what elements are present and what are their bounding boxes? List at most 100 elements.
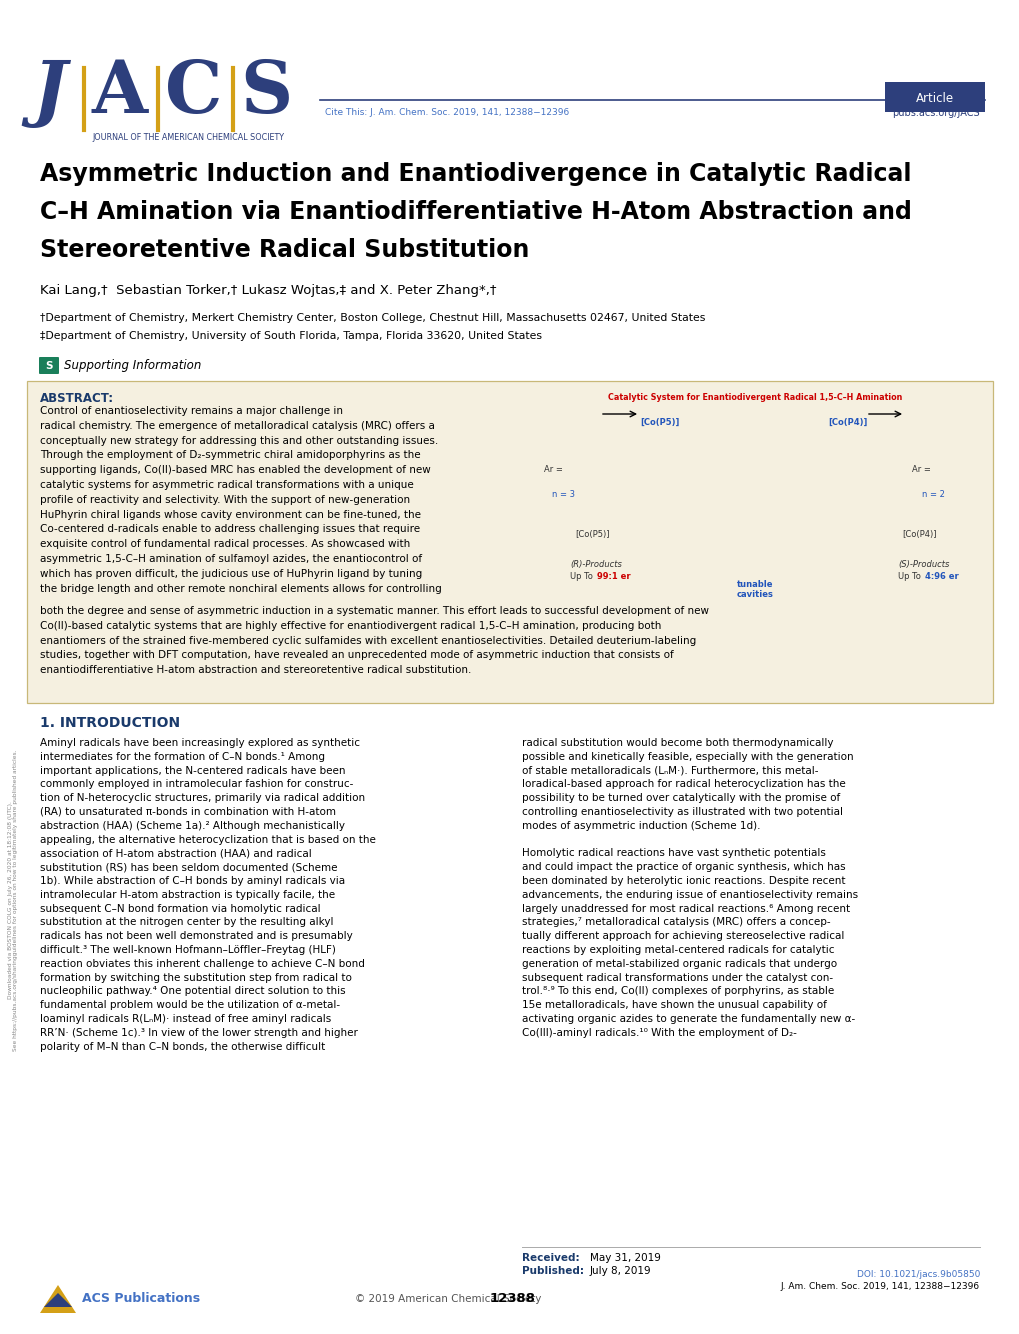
Text: C: C xyxy=(165,57,222,128)
Text: Co(II)-based catalytic systems that are highly effective for enantiodivergent ra: Co(II)-based catalytic systems that are … xyxy=(40,620,660,631)
Text: Stereoretentive Radical Substitution: Stereoretentive Radical Substitution xyxy=(40,237,529,261)
Polygon shape xyxy=(40,1285,76,1313)
Text: fundamental problem would be the utilization of α-metal-: fundamental problem would be the utiliza… xyxy=(40,1000,339,1010)
Text: ‡Department of Chemistry, University of South Florida, Tampa, Florida 33620, Uni: ‡Department of Chemistry, University of … xyxy=(40,331,541,342)
Text: (R)-Products: (R)-Products xyxy=(570,560,622,570)
Text: May 31, 2019: May 31, 2019 xyxy=(589,1253,660,1263)
Text: (S)-Products: (S)-Products xyxy=(897,560,949,570)
Text: Homolytic radical reactions have vast synthetic potentials: Homolytic radical reactions have vast sy… xyxy=(522,848,825,858)
Text: Ar =: Ar = xyxy=(911,466,930,474)
Text: supporting ligands, Co(II)-based MRC has enabled the development of new: supporting ligands, Co(II)-based MRC has… xyxy=(40,466,430,475)
Text: reaction obviates this inherent challenge to achieve C–N bond: reaction obviates this inherent challeng… xyxy=(40,959,365,968)
Text: Received:: Received: xyxy=(522,1253,579,1263)
Text: modes of asymmetric induction (Scheme 1d).: modes of asymmetric induction (Scheme 1d… xyxy=(522,820,760,831)
Text: Supporting Information: Supporting Information xyxy=(64,359,201,372)
Text: substitution at the nitrogen center by the resulting alkyl: substitution at the nitrogen center by t… xyxy=(40,918,333,927)
FancyBboxPatch shape xyxy=(26,382,993,703)
Text: Co-centered d-radicals enable to address challenging issues that require: Co-centered d-radicals enable to address… xyxy=(40,524,420,535)
Text: nucleophilic pathway.⁴ One potential direct solution to this: nucleophilic pathway.⁴ One potential dir… xyxy=(40,986,345,996)
Text: of stable metalloradicals (LₙM·). Furthermore, this metal-: of stable metalloradicals (LₙM·). Furthe… xyxy=(522,766,817,775)
Text: appealing, the alternative heterocyclization that is based on the: appealing, the alternative heterocycliza… xyxy=(40,835,376,844)
Text: © 2019 American Chemical Society: © 2019 American Chemical Society xyxy=(355,1294,541,1305)
Text: asymmetric 1,5-C–H amination of sulfamoyl azides, the enantiocontrol of: asymmetric 1,5-C–H amination of sulfamoy… xyxy=(40,554,422,564)
Text: formation by switching the substitution step from radical to: formation by switching the substitution … xyxy=(40,972,352,983)
Text: †Department of Chemistry, Merkert Chemistry Center, Boston College, Chestnut Hil: †Department of Chemistry, Merkert Chemis… xyxy=(40,313,705,323)
Text: J. Am. Chem. Soc. 2019, 141, 12388−12396: J. Am. Chem. Soc. 2019, 141, 12388−12396 xyxy=(781,1282,979,1291)
Text: reactions by exploiting metal-centered radicals for catalytic: reactions by exploiting metal-centered r… xyxy=(522,944,834,955)
Text: intramolecular H-atom abstraction is typically facile, the: intramolecular H-atom abstraction is typ… xyxy=(40,890,335,900)
Text: polarity of M–N than C–N bonds, the otherwise difficult: polarity of M–N than C–N bonds, the othe… xyxy=(40,1042,325,1051)
Text: which has proven difficult, the judicious use of HuPhyrin ligand by tuning: which has proven difficult, the judiciou… xyxy=(40,568,422,579)
Text: 12388: 12388 xyxy=(489,1293,535,1306)
Text: n = 3: n = 3 xyxy=(551,490,575,499)
Text: Kai Lang,†  Sebastian Torker,† Lukasz Wojtas,‡ and X. Peter Zhang*,†: Kai Lang,† Sebastian Torker,† Lukasz Woj… xyxy=(40,284,496,297)
Text: Asymmetric Induction and Enantiodivergence in Catalytic Radical: Asymmetric Induction and Enantiodivergen… xyxy=(40,161,911,185)
Text: Co(III)-aminyl radicals.¹⁰ With the employment of D₂-: Co(III)-aminyl radicals.¹⁰ With the empl… xyxy=(522,1027,796,1038)
Text: difficult.³ The well-known Hofmann–Löffler–Freytag (HLF): difficult.³ The well-known Hofmann–Löffl… xyxy=(40,944,335,955)
Text: enantiodifferentiative H-atom abstraction and stereoretentive radical substituti: enantiodifferentiative H-atom abstractio… xyxy=(40,666,471,675)
Text: [Co(P4)]: [Co(P4)] xyxy=(902,530,936,539)
Text: Up To: Up To xyxy=(570,572,595,582)
Text: A: A xyxy=(92,57,148,128)
Text: ACS Publications: ACS Publications xyxy=(82,1293,200,1306)
Text: S: S xyxy=(45,362,53,371)
Text: profile of reactivity and selectivity. With the support of new-generation: profile of reactivity and selectivity. W… xyxy=(40,495,410,504)
Text: generation of metal-stabilized organic radicals that undergo: generation of metal-stabilized organic r… xyxy=(522,959,837,968)
Text: been dominated by heterolytic ionic reactions. Despite recent: been dominated by heterolytic ionic reac… xyxy=(522,876,845,886)
Text: substitution (RS) has been seldom documented (Scheme: substitution (RS) has been seldom docume… xyxy=(40,862,337,872)
Text: trol.⁸·⁹ To this end, Co(II) complexes of porphyrins, as stable: trol.⁸·⁹ To this end, Co(II) complexes o… xyxy=(522,986,834,996)
Text: J: J xyxy=(32,57,66,128)
Text: ABSTRACT:: ABSTRACT: xyxy=(40,392,114,406)
Text: tunable
cavities: tunable cavities xyxy=(736,580,772,599)
Text: radicals has not been well demonstrated and is presumably: radicals has not been well demonstrated … xyxy=(40,931,353,942)
Text: Published:: Published: xyxy=(522,1266,584,1277)
Text: intermediates for the formation of C–N bonds.¹ Among: intermediates for the formation of C–N b… xyxy=(40,752,325,762)
Text: C–H Amination via Enantiodifferentiative H-Atom Abstraction and: C–H Amination via Enantiodifferentiative… xyxy=(40,200,911,224)
Polygon shape xyxy=(44,1293,72,1307)
Text: Through the employment of D₂-symmetric chiral amidoporphyrins as the: Through the employment of D₂-symmetric c… xyxy=(40,451,420,460)
Text: catalytic systems for asymmetric radical transformations with a unique: catalytic systems for asymmetric radical… xyxy=(40,480,414,490)
Text: exquisite control of fundamental radical processes. As showcased with: exquisite control of fundamental radical… xyxy=(40,539,410,550)
Text: strategies,⁷ metalloradical catalysis (MRC) offers a concep-: strategies,⁷ metalloradical catalysis (M… xyxy=(522,918,829,927)
Text: Catalytic System for Enantiodivergent Radical 1,5-C–H Amination: Catalytic System for Enantiodivergent Ra… xyxy=(607,394,901,402)
Text: association of H-atom abstraction (HAA) and radical: association of H-atom abstraction (HAA) … xyxy=(40,848,312,858)
Text: the bridge length and other remote nonchiral elements allows for controlling: the bridge length and other remote nonch… xyxy=(40,583,441,594)
Text: radical substitution would become both thermodynamically: radical substitution would become both t… xyxy=(522,738,833,748)
Text: DOI: 10.1021/jacs.9b05850: DOI: 10.1021/jacs.9b05850 xyxy=(856,1270,979,1279)
Text: tually different approach for achieving stereoselective radical: tually different approach for achieving … xyxy=(522,931,844,942)
Text: commonly employed in intramolecular fashion for construc-: commonly employed in intramolecular fash… xyxy=(40,779,353,790)
Text: 15e metalloradicals, have shown the unusual capability of: 15e metalloradicals, have shown the unus… xyxy=(522,1000,826,1010)
Text: possibility to be turned over catalytically with the promise of: possibility to be turned over catalytica… xyxy=(522,794,840,803)
Text: Downloaded via BOSTON COLG on July 26, 2020 at 18:12:08 (UTC).
See https://pubs.: Downloaded via BOSTON COLG on July 26, 2… xyxy=(7,750,18,1051)
Text: 4:96 er: 4:96 er xyxy=(924,572,958,582)
Text: conceptually new strategy for addressing this and other outstanding issues.: conceptually new strategy for addressing… xyxy=(40,436,438,446)
FancyBboxPatch shape xyxy=(884,81,984,112)
Text: Aminyl radicals have been increasingly explored as synthetic: Aminyl radicals have been increasingly e… xyxy=(40,738,360,748)
Text: HuPhyrin chiral ligands whose cavity environment can be fine-tuned, the: HuPhyrin chiral ligands whose cavity env… xyxy=(40,510,421,520)
Text: possible and kinetically feasible, especially with the generation: possible and kinetically feasible, espec… xyxy=(522,752,853,762)
Text: [Co(P5)]: [Co(P5)] xyxy=(640,418,679,427)
Text: 1b). While abstraction of C–H bonds by aminyl radicals via: 1b). While abstraction of C–H bonds by a… xyxy=(40,876,344,886)
Text: Up To: Up To xyxy=(897,572,922,582)
Text: subsequent C–N bond formation via homolytic radical: subsequent C–N bond formation via homoly… xyxy=(40,903,320,914)
Text: 99:1 er: 99:1 er xyxy=(596,572,630,582)
Text: pubs.acs.org/JACS: pubs.acs.org/JACS xyxy=(892,108,979,117)
Text: and could impact the practice of organic synthesis, which has: and could impact the practice of organic… xyxy=(522,862,845,872)
Text: RR’N· (Scheme 1c).³ In view of the lower strength and higher: RR’N· (Scheme 1c).³ In view of the lower… xyxy=(40,1027,358,1038)
Text: loradical-based approach for radical heterocyclization has the: loradical-based approach for radical het… xyxy=(522,779,845,790)
Text: subsequent radical transformations under the catalyst con-: subsequent radical transformations under… xyxy=(522,972,833,983)
Text: Article: Article xyxy=(915,92,953,104)
FancyBboxPatch shape xyxy=(39,358,59,374)
Text: tion of N-heterocyclic structures, primarily via radical addition: tion of N-heterocyclic structures, prima… xyxy=(40,794,365,803)
Text: abstraction (HAA) (Scheme 1a).² Although mechanistically: abstraction (HAA) (Scheme 1a).² Although… xyxy=(40,820,344,831)
Text: controlling enantioselectivity as illustrated with two potential: controlling enantioselectivity as illust… xyxy=(522,807,842,816)
Text: JOURNAL OF THE AMERICAN CHEMICAL SOCIETY: JOURNAL OF THE AMERICAN CHEMICAL SOCIETY xyxy=(92,133,283,141)
Text: July 8, 2019: July 8, 2019 xyxy=(589,1266,651,1277)
Text: [Co(P5)]: [Co(P5)] xyxy=(575,530,609,539)
Text: radical chemistry. The emergence of metalloradical catalysis (MRC) offers a: radical chemistry. The emergence of meta… xyxy=(40,420,434,431)
Text: advancements, the enduring issue of enantioselectivity remains: advancements, the enduring issue of enan… xyxy=(522,890,857,900)
Text: n = 2: n = 2 xyxy=(921,490,944,499)
Text: Control of enantioselectivity remains a major challenge in: Control of enantioselectivity remains a … xyxy=(40,406,342,416)
Text: both the degree and sense of asymmetric induction in a systematic manner. This e: both the degree and sense of asymmetric … xyxy=(40,606,708,616)
Text: [Co(P4)]: [Co(P4)] xyxy=(827,418,867,427)
